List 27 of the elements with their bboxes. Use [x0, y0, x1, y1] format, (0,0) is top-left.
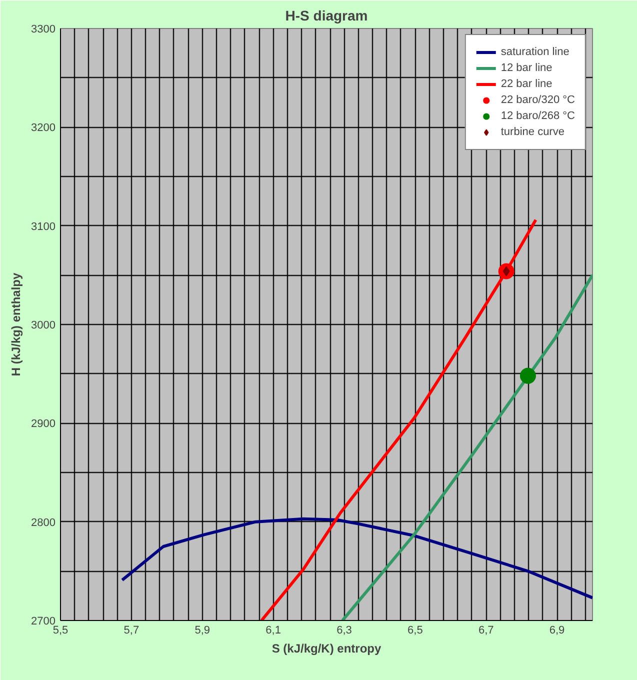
y-tick-label: 3300	[31, 24, 56, 36]
line-series	[340, 274, 592, 620]
y-tick-label: 3200	[31, 122, 56, 134]
x-tick-label: 6,3	[336, 624, 352, 636]
legend-label: 22 baro/320 °C	[500, 93, 575, 107]
legend-label: turbine curve	[500, 125, 564, 139]
x-tick-label: 5,9	[194, 624, 210, 636]
y-tick-label: 3100	[31, 220, 56, 233]
y-tick-label: 3000	[31, 320, 56, 332]
x-tick-label: 6,5	[408, 624, 423, 636]
x-axis-title: S (kJ/kg/K) entropy	[272, 642, 382, 656]
y-axis-title: H (kJ/kg) enthalpy	[9, 272, 24, 376]
line-series	[120, 517, 592, 600]
x-tick-label: 6,7	[478, 624, 494, 636]
legend-label: 12 baro/268 °C	[500, 109, 575, 123]
x-tick-label: 6,1	[266, 624, 281, 636]
x-tick-label: 5,5	[52, 624, 68, 636]
legend-label: 22 bar line	[500, 77, 552, 91]
y-tick-label: 2900	[31, 418, 56, 430]
legend-label: 12 bar line	[500, 61, 552, 75]
x-tick-label: 5,7	[124, 624, 140, 636]
y-tick-label: 2800	[31, 516, 56, 529]
chart-title: H-S diagram	[285, 8, 368, 24]
line-series	[260, 218, 538, 620]
legend-label: saturation line	[500, 45, 570, 59]
y-tick-label: 2700	[31, 616, 56, 628]
x-tick-label: 6,9	[549, 624, 565, 636]
